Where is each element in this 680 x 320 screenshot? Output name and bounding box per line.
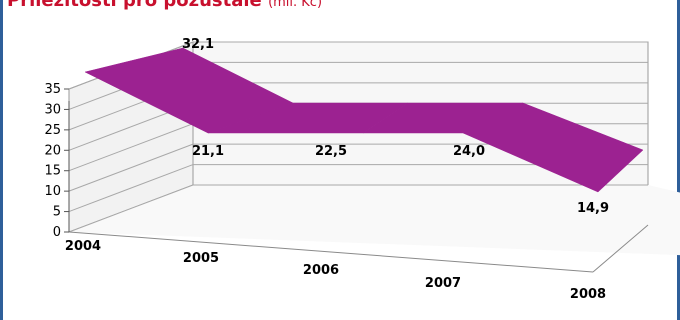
data-label: 32,1 — [182, 37, 214, 52]
area-chart: 0 5 10 15 20 25 30 35 2004 2005 2006 2007 2008 32,1… — [44, 37, 680, 302]
y-tick-label: 30 — [44, 102, 61, 117]
y-tick-label: 5 — [53, 205, 61, 220]
gridline-depth — [68, 123, 194, 172]
y-axis-ticks: 0 5 10 15 20 25 30 35 — [44, 82, 69, 240]
y-tick-label: 10 — [44, 184, 61, 199]
floor-surface — [69, 185, 680, 256]
data-label: 14,9 — [577, 201, 609, 216]
data-label: 22,5 — [315, 144, 347, 159]
floor-right-edge — [592, 224, 649, 273]
gridline-depth — [68, 143, 194, 192]
data-labels: 32,1 21,1 22,5 24,0 14,9 — [182, 37, 609, 216]
x-tick-label: 2007 — [425, 276, 461, 291]
x-tick-label: 2004 — [65, 239, 101, 254]
x-tick-label: 2006 — [303, 263, 339, 278]
gridline-depth — [68, 184, 194, 233]
y-tick-label: 20 — [44, 143, 61, 158]
data-ribbon — [84, 47, 644, 193]
y-tick-label: 25 — [44, 123, 61, 138]
chart-title-unit: (mil. Kč) — [268, 0, 323, 10]
data-label: 24,0 — [453, 144, 485, 159]
floor-front-edge — [68, 231, 594, 273]
x-tick-label: 2005 — [183, 251, 219, 266]
ribbon-segment — [462, 102, 644, 193]
chart-title-main: Příležitosti pro pozůstalé — [7, 0, 262, 11]
gridline-depth — [68, 164, 194, 213]
x-axis-ticks: 2004 2005 2006 2007 2008 — [65, 239, 606, 302]
chart-title: Příležitosti pro pozůstalé (mil. Kč) — [7, 0, 322, 14]
data-label: 21,1 — [192, 144, 224, 159]
x-tick-label: 2008 — [570, 287, 606, 302]
y-tick-label: 0 — [53, 225, 61, 240]
y-tick-label: 35 — [44, 82, 61, 97]
y-tick-label: 15 — [44, 164, 61, 179]
